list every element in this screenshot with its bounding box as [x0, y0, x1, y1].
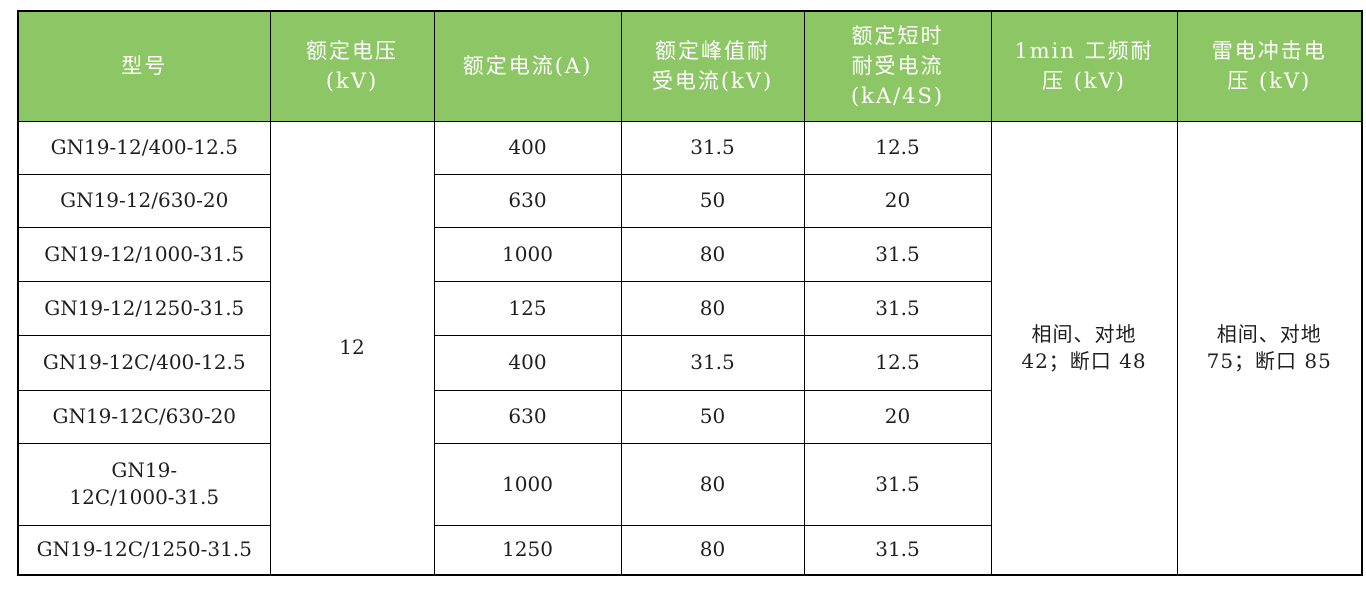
cell-short-time-withstand: 31.5: [803, 226, 992, 282]
cell-peak-withstand: 50: [620, 389, 805, 444]
cell-model: GN19-12/400-12.5: [17, 120, 271, 175]
spec-table: 型号 额定电压 (kV) 额定电流(A) 额定峰值耐 受电流(kV) 额定短时 …: [17, 10, 1363, 576]
cell-short-time-withstand: 31.5: [803, 524, 992, 576]
cell-peak-withstand: 80: [620, 226, 805, 282]
cell-model: GN19- 12C/1000-31.5: [17, 442, 271, 526]
col-header-lightning-impulse-voltage: 雷电冲击电 压 (kV): [1176, 10, 1363, 122]
cell-rated-current: 400: [433, 120, 622, 175]
col-header-power-freq-withstand-voltage: 1min 工频耐 压 (kV): [990, 10, 1178, 122]
cell-model: GN19-12C/630-20: [17, 389, 271, 444]
cell-short-time-withstand: 31.5: [803, 442, 992, 526]
table-header-row: 型号 额定电压 (kV) 额定电流(A) 额定峰值耐 受电流(kV) 额定短时 …: [17, 10, 1363, 122]
table-row: GN19-12/1250-31.5 125 80 31.5: [17, 280, 1362, 336]
cell-model: GN19-12/1250-31.5: [17, 280, 271, 336]
cell-rated-voltage-merged: 12: [269, 120, 435, 576]
cell-rated-current: 1000: [433, 442, 622, 526]
cell-short-time-withstand: 20: [803, 389, 992, 444]
cell-rated-current: 1250: [433, 524, 622, 576]
cell-short-time-withstand: 12.5: [803, 334, 992, 391]
cell-rated-current: 630: [433, 389, 622, 444]
cell-peak-withstand: 80: [620, 524, 805, 576]
table-row: GN19- 12C/1000-31.5 1000 80 31.5: [17, 442, 1362, 526]
table-row: GN19-12C/630-20 630 50 20: [17, 389, 1362, 444]
cell-model: GN19-12C/1250-31.5: [17, 524, 271, 576]
table-row: GN19-12C/400-12.5 400 31.5 12.5: [17, 334, 1362, 391]
cell-peak-withstand: 50: [620, 173, 805, 228]
cell-power-freq-withstand-merged: 相间、对地 42；断口 48: [990, 120, 1178, 576]
cell-model: GN19-12C/400-12.5: [17, 334, 271, 391]
cell-peak-withstand: 31.5: [620, 334, 805, 391]
cell-short-time-withstand: 20: [803, 173, 992, 228]
cell-model: GN19-12/1000-31.5: [17, 226, 271, 282]
col-header-rated-voltage: 额定电压 (kV): [269, 10, 435, 122]
cell-peak-withstand: 80: [620, 442, 805, 526]
cell-lightning-impulse-merged: 相间、对地 75；断口 85: [1176, 120, 1363, 576]
col-header-model: 型号: [17, 10, 271, 122]
cell-short-time-withstand: 12.5: [803, 120, 992, 175]
cell-rated-current: 125: [433, 280, 622, 336]
table-row: GN19-12C/1250-31.5 1250 80 31.5: [17, 524, 1362, 576]
cell-rated-current: 400: [433, 334, 622, 391]
cell-model: GN19-12/630-20: [17, 173, 271, 228]
cell-peak-withstand: 80: [620, 280, 805, 336]
col-header-peak-withstand-current: 额定峰值耐 受电流(kV): [620, 10, 805, 122]
table-row: GN19-12/400-12.5 12 400 31.5 12.5 相间、对地 …: [17, 120, 1363, 576]
col-header-rated-current: 额定电流(A): [433, 10, 622, 122]
col-header-short-time-withstand-current: 额定短时 耐受电流 (kA/4S): [803, 10, 992, 122]
cell-rated-current: 630: [433, 173, 622, 228]
cell-short-time-withstand: 31.5: [803, 280, 992, 336]
cell-rated-current: 1000: [433, 226, 622, 282]
cell-peak-withstand: 31.5: [620, 120, 805, 175]
